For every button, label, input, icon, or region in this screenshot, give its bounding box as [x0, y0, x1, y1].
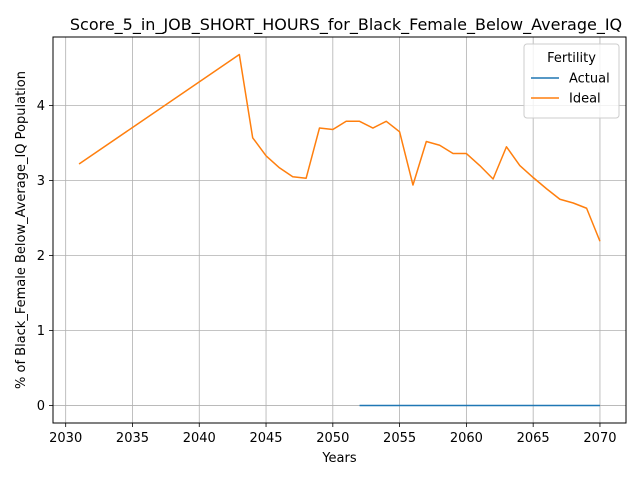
legend-entry-ideal: Ideal — [569, 92, 601, 107]
x-axis-label: Years — [321, 451, 357, 466]
x-tick-label: 2070 — [583, 431, 616, 446]
y-tick-label: 3 — [37, 174, 45, 189]
y-axis-label: % of Black_Female Below_Average_IQ Popul… — [14, 71, 29, 389]
chart-title: Score_5_in_JOB_SHORT_HOURS_for_Black_Fem… — [70, 15, 622, 35]
y-tick-label: 0 — [37, 399, 45, 414]
y-axis: 0 1 2 3 4 — [37, 99, 53, 414]
series-line-ideal — [78, 53, 601, 242]
x-axis: 2030 2035 2040 2045 2050 2055 2060 2065 2070 — [49, 423, 617, 446]
x-tick-label: 2040 — [183, 431, 216, 446]
legend-title: Fertility — [547, 51, 596, 66]
plot-frame — [52, 36, 627, 424]
y-tick-label: 4 — [37, 99, 45, 114]
y-tick-label: 2 — [37, 249, 45, 264]
legend-box — [523, 43, 620, 119]
legend: Fertility Actual Ideal — [523, 43, 620, 119]
x-tick-label: 2035 — [116, 431, 149, 446]
x-tick-label: 2060 — [450, 431, 483, 446]
series-group — [78, 53, 601, 407]
x-tick-label: 2030 — [49, 431, 82, 446]
x-tick-label: 2050 — [316, 431, 349, 446]
x-tick-label: 2045 — [249, 431, 282, 446]
y-tick-label: 1 — [37, 324, 45, 339]
x-tick-label: 2065 — [517, 431, 550, 446]
x-tick-label: 2055 — [383, 431, 416, 446]
legend-entry-actual: Actual — [569, 72, 610, 87]
